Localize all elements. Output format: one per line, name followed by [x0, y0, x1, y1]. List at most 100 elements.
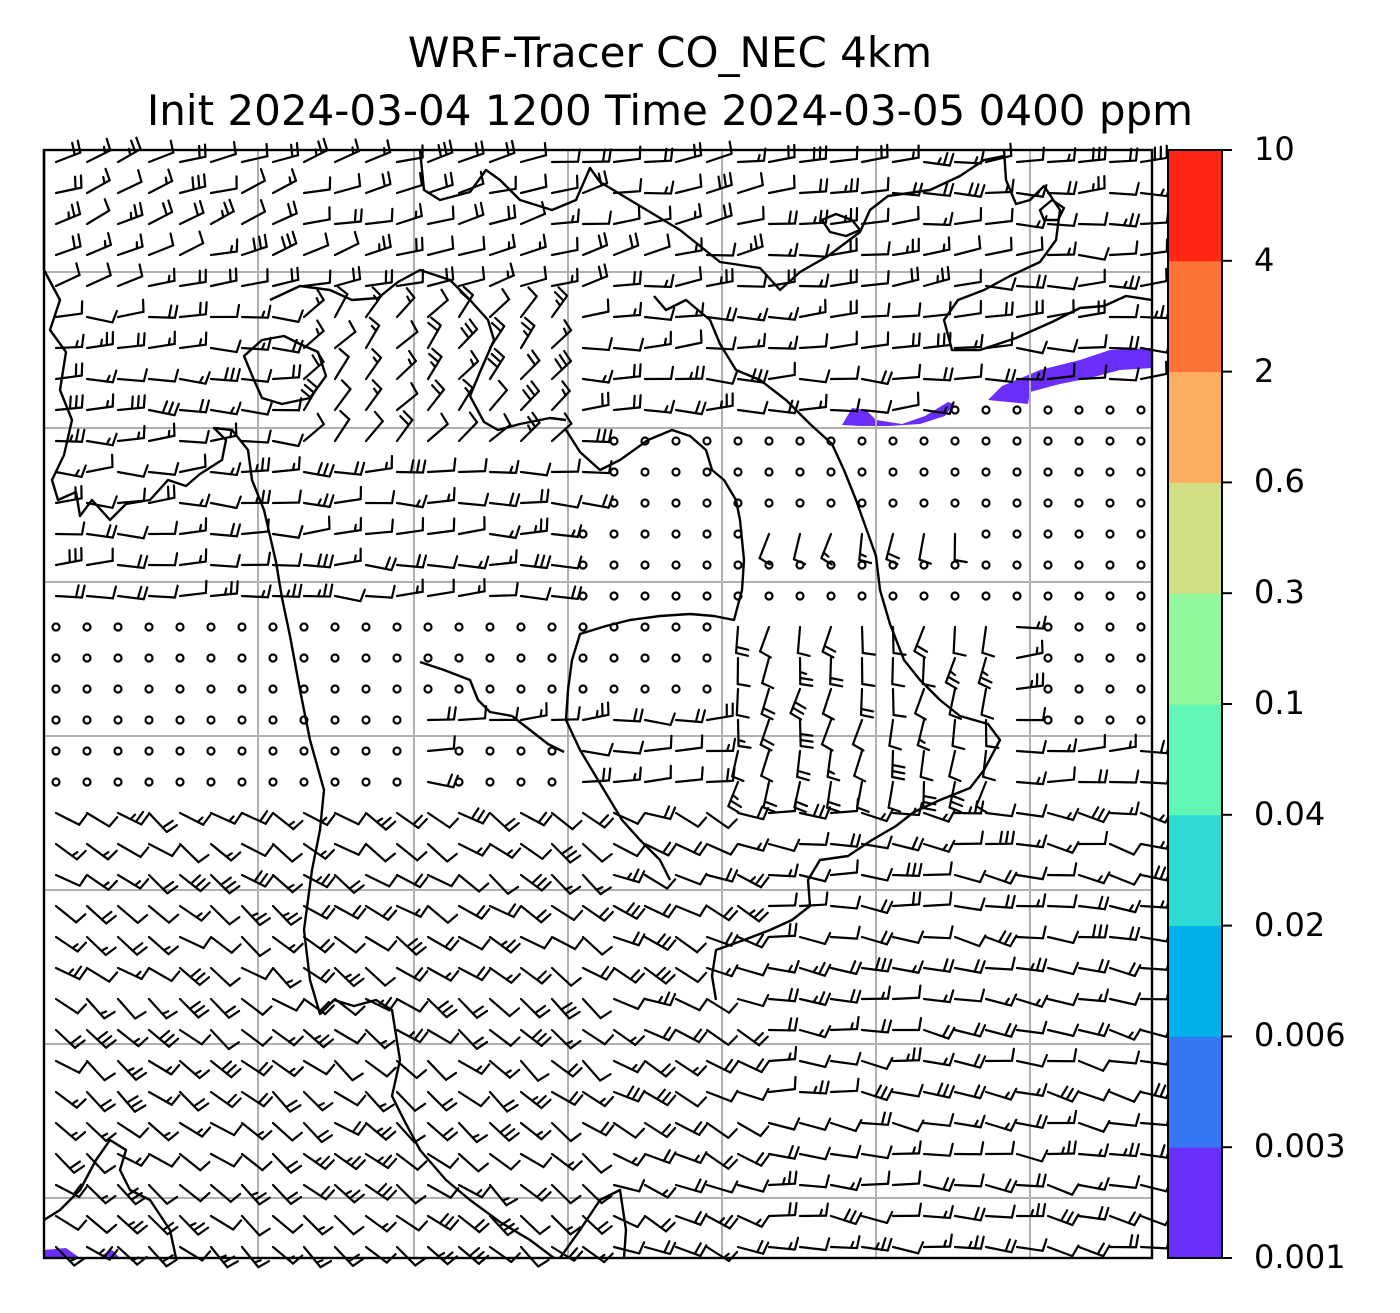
- wind-barb: [829, 1177, 862, 1192]
- wind-barb: [519, 1059, 550, 1082]
- wind-barb: [457, 873, 490, 893]
- wind-barb: [953, 333, 984, 350]
- wind-barb: [581, 997, 612, 1020]
- wind-barb: [364, 490, 396, 505]
- wind-barb: [1015, 925, 1047, 940]
- calm-circle: [671, 622, 681, 632]
- wind-barb: [581, 460, 613, 475]
- calm-circle: [1074, 560, 1084, 570]
- wind-barb: [674, 1121, 708, 1136]
- wind-barb: [209, 1090, 242, 1109]
- wind-barb: [705, 1089, 739, 1103]
- wind-barb: [984, 1047, 1016, 1063]
- wind-barb: [240, 1028, 273, 1047]
- wind-barb: [581, 148, 612, 164]
- calm-circle: [826, 560, 836, 570]
- calm-circle: [795, 498, 805, 508]
- wind-barb: [891, 205, 920, 226]
- calm-circle: [392, 653, 402, 663]
- wind-barb: [116, 904, 149, 924]
- wind-barb: [54, 428, 86, 443]
- wind-barb: [85, 904, 117, 925]
- calm-circle: [981, 560, 991, 570]
- wind-barb: [457, 1090, 491, 1108]
- wind-barb: [1046, 1209, 1080, 1227]
- wind-barb: [395, 553, 428, 569]
- calm-circle: [578, 529, 588, 539]
- calm-circle: [1105, 684, 1115, 694]
- wind-barb: [1046, 338, 1079, 353]
- wind-barb: [1077, 1088, 1111, 1102]
- wind-barb: [1108, 926, 1141, 941]
- wind-barb: [209, 522, 242, 538]
- calm-circle: [1043, 715, 1053, 725]
- wind-barb: [798, 1174, 831, 1189]
- wind-barb: [891, 391, 920, 412]
- wind-barb: [302, 904, 336, 920]
- wind-barb: [922, 1024, 956, 1040]
- wind-barb: [798, 718, 814, 749]
- calm-circle: [1105, 622, 1115, 632]
- wind-barb: [953, 1022, 987, 1038]
- wind-barb: [1015, 1149, 1049, 1163]
- wind-barb: [1046, 738, 1078, 753]
- wind-barb: [612, 205, 641, 226]
- calm-circle: [1105, 467, 1115, 477]
- wind-barb: [891, 862, 923, 877]
- calm-circle: [950, 467, 960, 477]
- wind-barb: [798, 1117, 832, 1131]
- wind-barb: [953, 800, 985, 815]
- calm-circle: [609, 622, 619, 632]
- calm-circle: [330, 653, 340, 663]
- wind-barb: [798, 298, 827, 319]
- wind-barb: [736, 1058, 770, 1074]
- wind-barb: [426, 171, 454, 195]
- wind-barb: [891, 1119, 925, 1133]
- wind-barb: [426, 1090, 458, 1112]
- wind-barb: [54, 262, 81, 288]
- wind-barb: [147, 304, 179, 319]
- wind-barb: [705, 336, 737, 351]
- wind-barb: [240, 304, 272, 319]
- colorbar-segment: [1168, 593, 1222, 705]
- wind-barb: [300, 378, 319, 412]
- calm-circle: [950, 436, 960, 446]
- wind-barb: [519, 1183, 552, 1202]
- wind-barb: [984, 1238, 1017, 1254]
- calm-circle: [1105, 405, 1115, 415]
- wind-barb: [147, 1028, 180, 1048]
- calm-circle: [578, 684, 588, 694]
- wind-barb: [821, 625, 837, 659]
- wind-barb: [913, 625, 929, 659]
- wind-barb: [519, 1090, 552, 1110]
- wind-barb: [705, 1028, 738, 1047]
- wind-barb: [457, 578, 486, 598]
- wind-barb: [457, 705, 488, 722]
- wind-barb: [1015, 1202, 1047, 1218]
- wind-barb: [488, 935, 521, 954]
- wind-barb: [891, 144, 920, 164]
- wind-barb: [1046, 961, 1080, 976]
- calm-circle: [113, 622, 123, 632]
- wind-barb: [581, 428, 613, 444]
- wind-barb: [116, 263, 144, 288]
- calm-circle: [547, 684, 557, 694]
- wind-barb: [922, 1205, 954, 1220]
- calm-circle: [516, 653, 526, 663]
- wind-barb: [860, 331, 890, 350]
- wind-barb: [984, 207, 1014, 226]
- wind-barb: [1015, 1083, 1048, 1097]
- wind-barb: [271, 364, 302, 381]
- wind-barb: [240, 1183, 271, 1206]
- wind-barb: [364, 1121, 397, 1141]
- wind-barb: [1077, 1143, 1109, 1158]
- wind-barb: [426, 139, 454, 164]
- wind-barb: [240, 489, 272, 505]
- wind-barb: [1015, 771, 1047, 786]
- calm-circle: [361, 684, 371, 694]
- wind-barb: [1108, 1050, 1141, 1065]
- wind-barb: [612, 931, 646, 947]
- wind-barb: [984, 236, 1013, 257]
- wind-barb: [457, 1059, 491, 1075]
- wind-barb: [612, 363, 642, 381]
